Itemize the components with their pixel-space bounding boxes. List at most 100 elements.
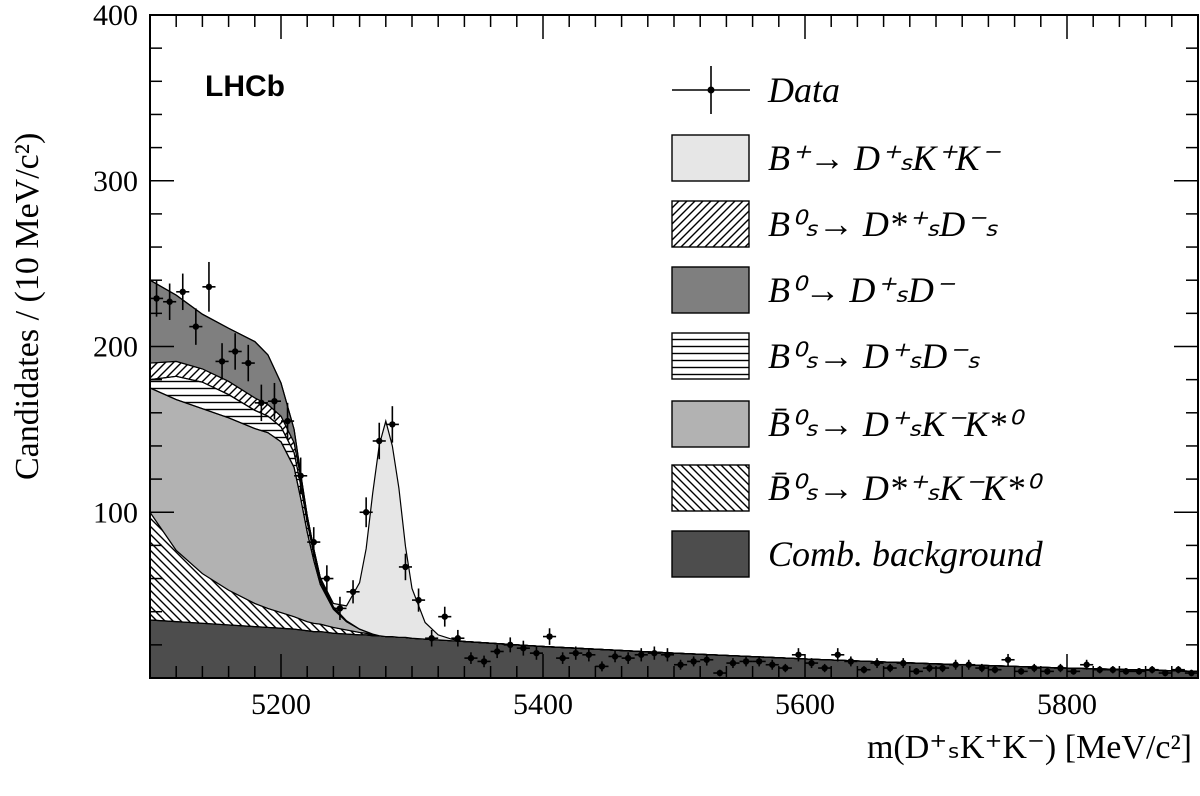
data-point bbox=[949, 659, 963, 670]
legend-label: Comb. background bbox=[768, 534, 1044, 574]
data-point bbox=[1027, 663, 1041, 673]
legend: Data B⁺→ D⁺ₛK⁺K⁻ B⁰ₛ→ D*⁺ₛD⁻ₛ B⁰→ D⁺ₛD⁻ B⁰ₛ→… bbox=[671, 66, 1044, 578]
legend-entry: B̄⁰ₛ→ D⁺ₛK⁻K*⁰ bbox=[671, 400, 1025, 448]
data-point bbox=[189, 308, 203, 345]
data-point bbox=[988, 666, 1002, 674]
data-point bbox=[831, 648, 845, 662]
legend-entry: B⁰ₛ→ D*⁺ₛD⁻ₛ bbox=[671, 200, 998, 248]
legend-swatch bbox=[671, 332, 750, 380]
data-point bbox=[294, 457, 308, 495]
data-point bbox=[228, 333, 242, 370]
legend-swatch bbox=[671, 464, 750, 512]
data-point bbox=[150, 280, 164, 317]
x-tick-label: 5400 bbox=[513, 688, 573, 721]
data-point bbox=[464, 652, 478, 664]
data-point bbox=[778, 663, 792, 673]
data-point bbox=[1080, 659, 1094, 670]
data-point bbox=[647, 646, 661, 660]
legend-swatch bbox=[671, 400, 750, 448]
data-point bbox=[1106, 666, 1120, 674]
data-point bbox=[241, 344, 255, 382]
data-point bbox=[805, 658, 819, 669]
area-series-6 bbox=[150, 279, 1198, 672]
data-point bbox=[1184, 669, 1198, 677]
legend-entry: B⁰ₛ→ D⁺ₛD⁻ₛ bbox=[671, 332, 980, 380]
legend-label: B⁰→ D⁺ₛD⁻ bbox=[768, 270, 956, 310]
data-point bbox=[582, 648, 596, 662]
data-point bbox=[425, 629, 439, 647]
data-point bbox=[202, 261, 216, 312]
data-point bbox=[569, 646, 583, 660]
data-point bbox=[922, 663, 936, 673]
data-point bbox=[844, 656, 858, 667]
legend-swatch bbox=[671, 530, 750, 578]
data-point bbox=[1093, 666, 1107, 674]
data-point bbox=[359, 497, 373, 528]
y-tick-label: 300 bbox=[93, 165, 138, 198]
data-point bbox=[254, 384, 268, 422]
data-point bbox=[307, 527, 321, 558]
data-point bbox=[346, 580, 360, 604]
data-point bbox=[975, 663, 989, 673]
data-point bbox=[700, 653, 714, 666]
data-point bbox=[1171, 666, 1185, 674]
data-point bbox=[870, 658, 884, 669]
data-point bbox=[909, 668, 923, 675]
legend-label: B̄⁰ₛ→ D⁺ₛK⁻K*⁰ bbox=[768, 404, 1025, 444]
data-point bbox=[372, 422, 386, 460]
legend-swatch bbox=[671, 134, 750, 182]
data-point bbox=[1053, 663, 1067, 673]
data-point bbox=[451, 629, 465, 647]
legend-label: B⁰ₛ→ D*⁺ₛD⁻ₛ bbox=[768, 204, 998, 244]
data-point bbox=[438, 606, 452, 627]
data-point bbox=[516, 640, 530, 656]
data-point bbox=[726, 658, 740, 669]
legend-label: B⁺→ D⁺ₛK⁺K⁻ bbox=[768, 138, 1001, 178]
legend-entry: Comb. background bbox=[671, 530, 1044, 578]
x-tick-label: 5600 bbox=[775, 688, 835, 721]
legend-swatch bbox=[671, 266, 750, 314]
legend-entry: B⁺→ D⁺ₛK⁺K⁻ bbox=[671, 134, 1001, 182]
data-point bbox=[818, 663, 832, 673]
legend-entry: Data bbox=[672, 66, 840, 114]
data-point bbox=[765, 659, 779, 670]
data-point bbox=[556, 652, 570, 664]
data-point bbox=[1067, 668, 1081, 675]
x-axis-title: m(D⁺ₛK⁺K⁻) [MeV/c²] bbox=[867, 729, 1192, 766]
x-tick-label: 5200 bbox=[251, 688, 311, 721]
data-point bbox=[739, 656, 753, 667]
data-point bbox=[1158, 669, 1172, 677]
data-point bbox=[267, 382, 281, 420]
data-point bbox=[1014, 668, 1028, 675]
data-point bbox=[503, 637, 517, 653]
legend-label: B̄⁰ₛ→ D*⁺ₛK⁻K*⁰ bbox=[768, 468, 1043, 508]
legend-entry: B⁰→ D⁺ₛD⁻ bbox=[671, 266, 956, 314]
data-point bbox=[608, 650, 622, 663]
legend-marker-point bbox=[707, 86, 715, 94]
data-point bbox=[176, 273, 190, 311]
data-point bbox=[687, 656, 701, 667]
y-tick-label: 100 bbox=[93, 496, 138, 529]
data-point bbox=[333, 596, 347, 620]
data-point bbox=[398, 553, 412, 581]
legend-entry: B̄⁰ₛ→ D*⁺ₛK⁻K*⁰ bbox=[671, 464, 1043, 512]
data-point bbox=[634, 648, 648, 662]
data-point bbox=[281, 402, 295, 440]
legend-label: B⁰ₛ→ D⁺ₛD⁻ₛ bbox=[768, 336, 980, 376]
data-point bbox=[1001, 653, 1015, 666]
data-point bbox=[962, 659, 976, 670]
data-point bbox=[477, 655, 491, 668]
data-point bbox=[1132, 668, 1146, 675]
data-point bbox=[215, 343, 229, 380]
legend-label: Data bbox=[767, 70, 840, 110]
data-point bbox=[1040, 668, 1054, 675]
data-point bbox=[713, 669, 727, 677]
data-point bbox=[490, 644, 504, 659]
x-tick-label: 5800 bbox=[1037, 688, 1097, 721]
data-point bbox=[1119, 668, 1133, 675]
y-axis-title: Candidates / (10 MeV/c²) bbox=[9, 133, 46, 480]
y-tick-label: 200 bbox=[93, 331, 138, 364]
data-point bbox=[320, 565, 334, 592]
data-point bbox=[896, 658, 910, 669]
